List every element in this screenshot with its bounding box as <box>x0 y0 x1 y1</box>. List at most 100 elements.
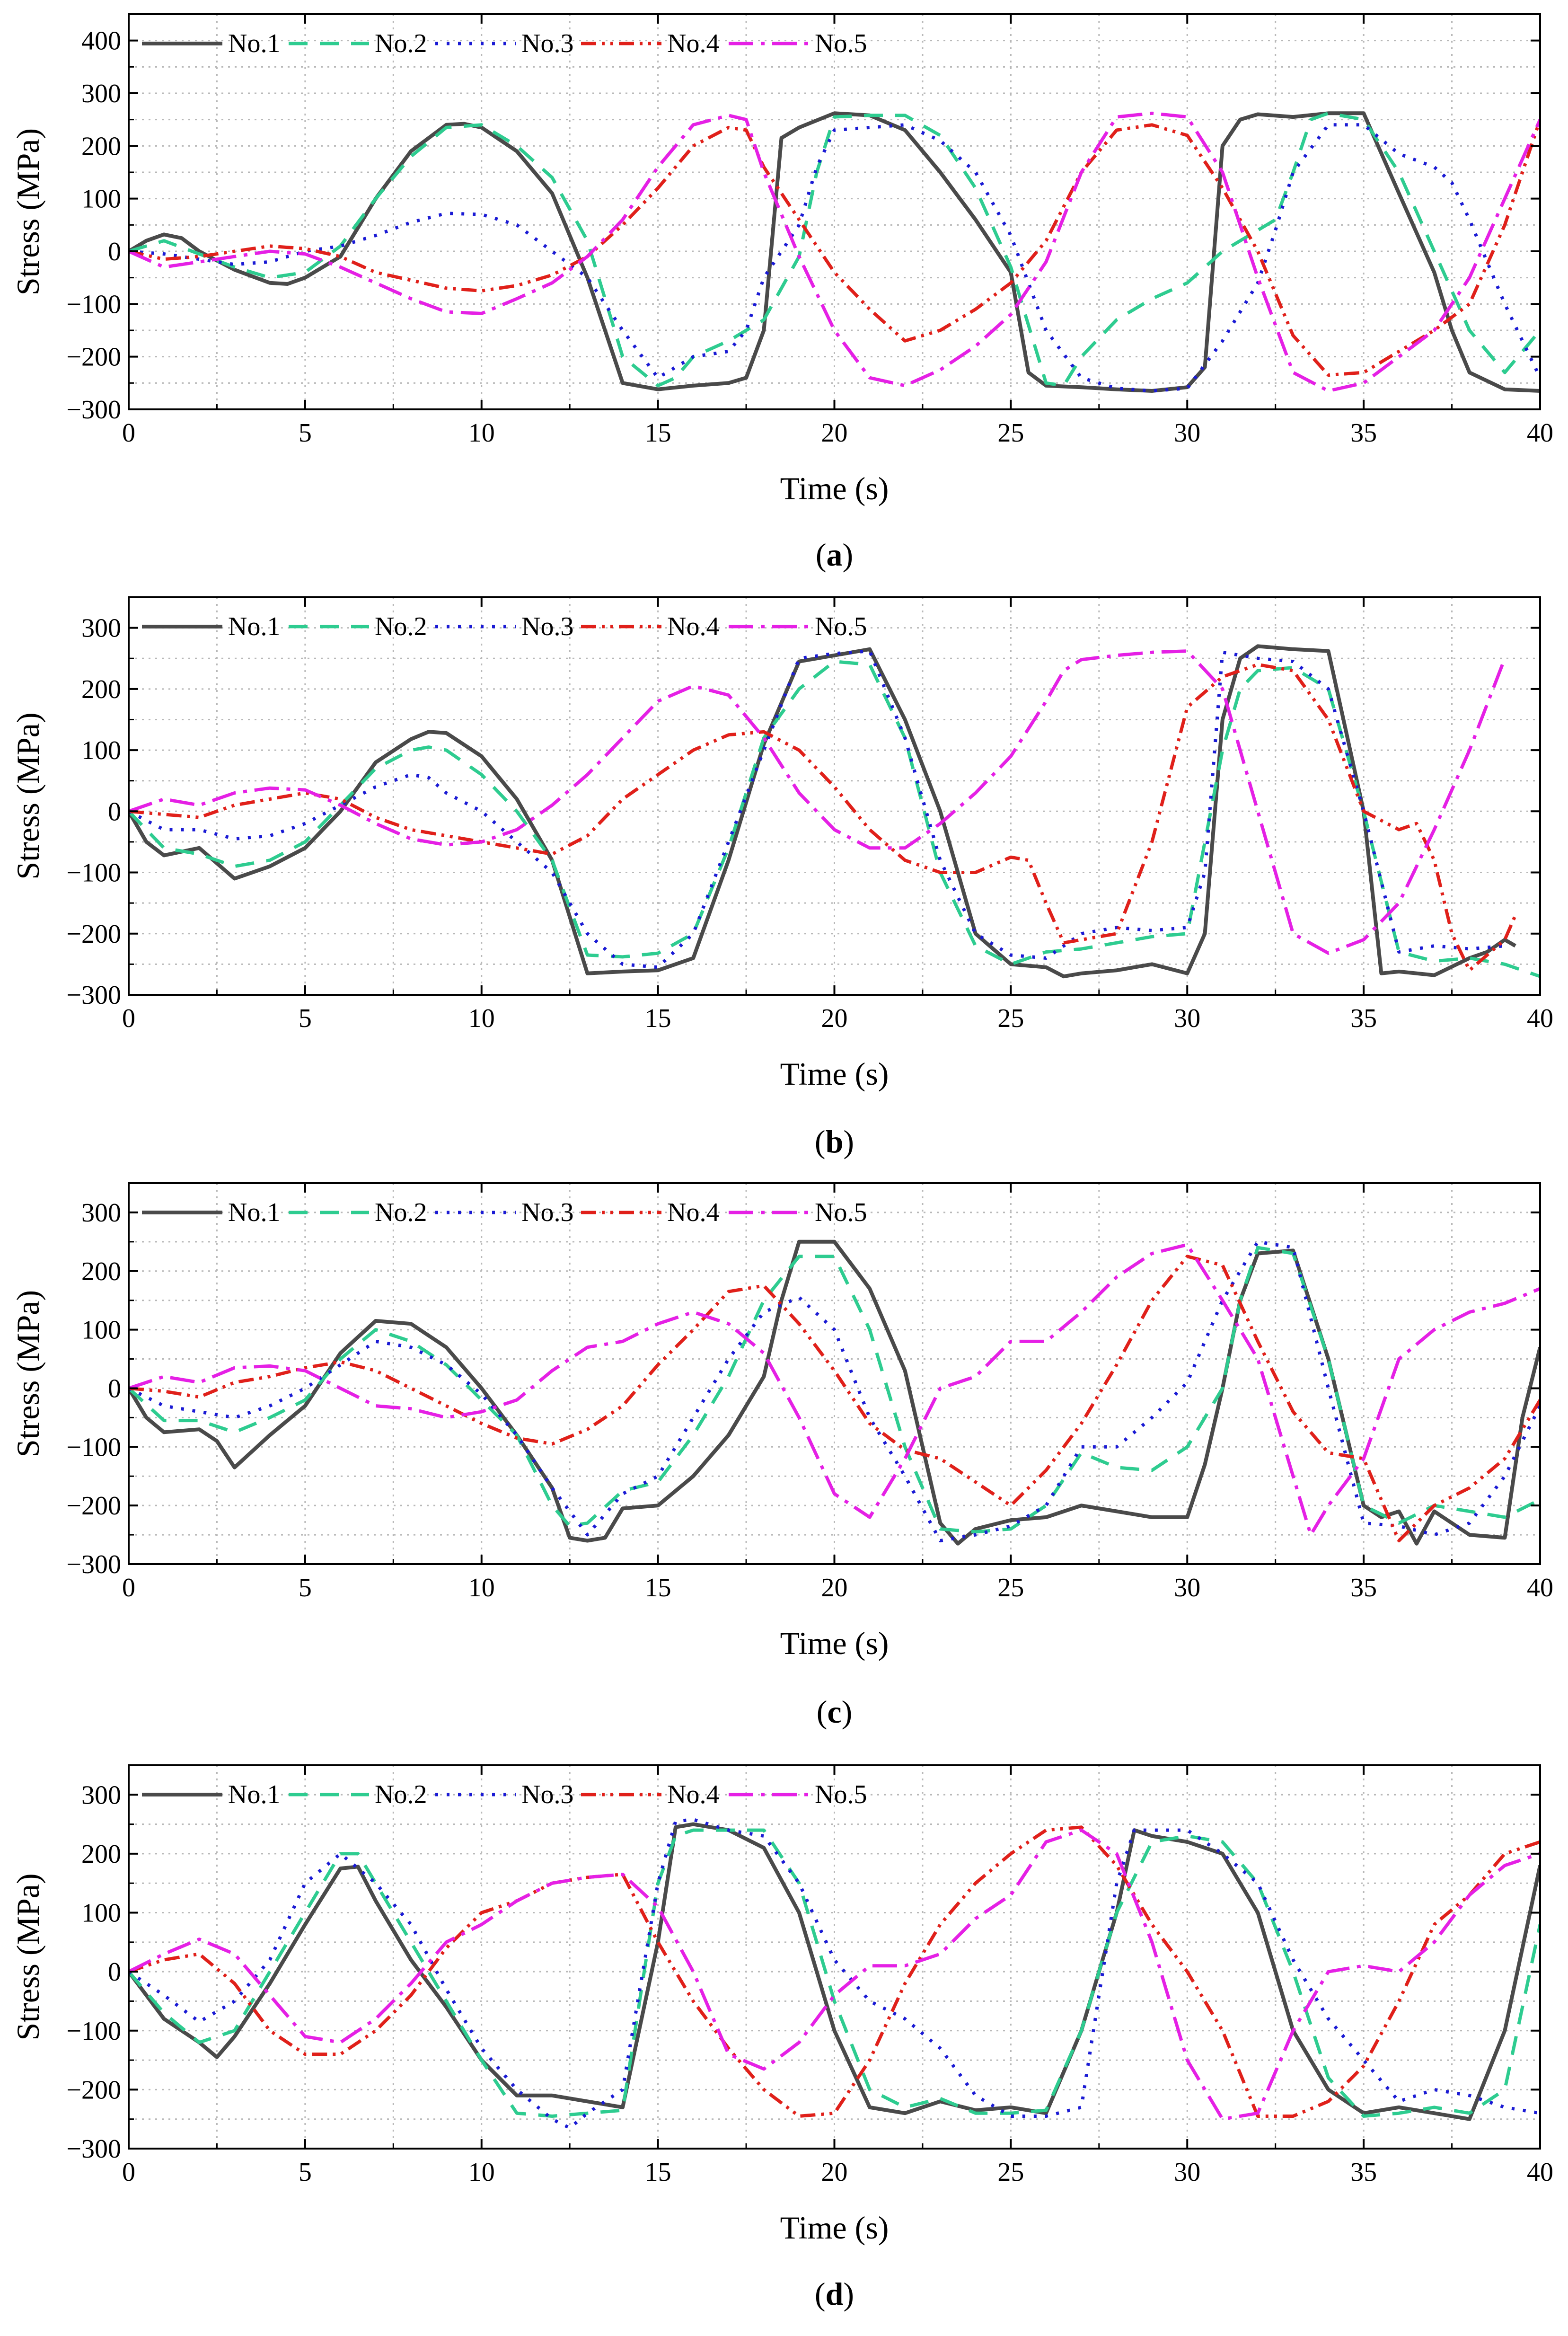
panel-label: (a) <box>816 537 853 573</box>
x-tick-label: 10 <box>468 1004 495 1033</box>
x-tick-label: 15 <box>645 1004 671 1033</box>
series-line-no1 <box>129 111 1540 393</box>
y-tick-label: 200 <box>81 675 121 704</box>
x-tick-label: 30 <box>1174 1004 1200 1033</box>
panel-label-letter: d <box>826 2276 844 2312</box>
panel-label-open: ( <box>815 2276 826 2312</box>
chart-panel-b: 0 5 10 15 20 25 30 35 40 −300 −200 −100 0 100 200 300 Ti… <box>10 596 1553 1159</box>
legend-label-no2: No.2 <box>375 1198 427 1227</box>
x-tick-label: 15 <box>645 1573 671 1602</box>
chart-panel-c: 0 5 10 15 20 25 30 35 40 −300 −200 −100 0 100 200 300 Ti… <box>10 1182 1553 1730</box>
legend-label-no1: No.1 <box>228 29 280 58</box>
y-tick-label: −300 <box>66 981 121 1010</box>
y-tick-label: −100 <box>66 858 121 888</box>
legend-label-no3: No.3 <box>521 1198 573 1227</box>
y-tick-label: 200 <box>81 1257 121 1286</box>
x-tick-label: 40 <box>1527 418 1553 448</box>
panel-label-letter: b <box>826 1124 844 1159</box>
x-tick-label: 20 <box>821 2158 848 2187</box>
panel-label-close: ) <box>842 1694 853 1730</box>
x-tick-label: 20 <box>821 1004 848 1033</box>
x-tick-label: 20 <box>821 418 848 448</box>
y-tick-label: −200 <box>66 1491 121 1521</box>
panel-label-letter: c <box>827 1694 841 1730</box>
y-tick-label: 0 <box>108 797 121 826</box>
x-tick-label: 40 <box>1527 2158 1553 2187</box>
x-tick-label: 15 <box>645 2158 671 2187</box>
chart-panel-d: 0 5 10 15 20 25 30 35 40 −300 −200 −100 0 100 200 300 Ti… <box>10 1764 1553 2312</box>
y-tick-label: 0 <box>108 237 121 266</box>
legend-label-no5: No.5 <box>815 29 867 58</box>
panel-label-open: ( <box>817 1694 828 1730</box>
legend-label-no4: No.4 <box>667 29 719 58</box>
y-tick-label: −100 <box>66 1433 121 1462</box>
series-line-no4 <box>129 1825 1540 2118</box>
legend-label-no5: No.5 <box>815 612 867 641</box>
x-tick-label: 35 <box>1350 418 1377 448</box>
legend-label-no4: No.4 <box>667 1198 719 1227</box>
x-tick-label: 25 <box>997 1004 1024 1033</box>
series-line-no4 <box>129 1255 1540 1542</box>
y-axis-title: Stress (MPa) <box>10 128 46 295</box>
plot-frame <box>128 13 1541 410</box>
series-line-no1 <box>129 644 1516 979</box>
panel-label-close: ) <box>843 537 854 573</box>
y-tick-label: 200 <box>81 132 121 161</box>
y-tick-label: 300 <box>81 1780 121 1810</box>
y-tick-label: 0 <box>108 1957 121 1987</box>
y-tick-label: 200 <box>81 1840 121 1869</box>
x-axis-title: Time (s) <box>780 2210 889 2246</box>
x-tick-label: 5 <box>299 1004 312 1033</box>
x-tick-label: 40 <box>1527 1573 1553 1602</box>
x-tick-label: 35 <box>1350 1004 1377 1033</box>
x-tick-label: 0 <box>122 418 135 448</box>
series-line-no1 <box>129 1822 1540 2121</box>
x-tick-label: 5 <box>299 2158 312 2187</box>
y-tick-label: −200 <box>66 343 121 372</box>
y-tick-label: −300 <box>66 1550 121 1579</box>
y-tick-label: −100 <box>66 290 121 319</box>
x-tick-label: 25 <box>997 418 1024 448</box>
legend-label-no3: No.3 <box>521 29 573 58</box>
x-tick-label: 25 <box>997 2158 1024 2187</box>
y-tick-label: −100 <box>66 2017 121 2046</box>
x-tick-label: 20 <box>821 1573 848 1602</box>
x-tick-label: 10 <box>468 2158 495 2187</box>
y-tick-label: −200 <box>66 2075 121 2105</box>
legend-label-no1: No.1 <box>228 1198 280 1227</box>
x-tick-label: 30 <box>1174 2158 1200 2187</box>
legend-label-no5: No.5 <box>815 1780 867 1809</box>
y-tick-label: −200 <box>66 920 121 949</box>
y-tick-label: 0 <box>108 1374 121 1403</box>
x-tick-label: 35 <box>1350 1573 1377 1602</box>
y-tick-label: 300 <box>81 1198 121 1228</box>
chart-panel-a: 0 5 10 15 20 25 30 35 40 −300 −200 −100 0 100 200 300 40… <box>10 13 1553 573</box>
y-tick-label: 400 <box>81 27 121 56</box>
series-line-no2 <box>129 1828 1540 2118</box>
x-tick-label: 0 <box>122 1573 135 1602</box>
panel-label-open: ( <box>816 537 827 573</box>
y-axis-title: Stress (MPa) <box>10 712 46 879</box>
x-tick-label: 35 <box>1350 2158 1377 2187</box>
x-tick-label: 30 <box>1174 418 1200 448</box>
legend-label-no2: No.2 <box>375 1780 427 1809</box>
x-tick-label: 0 <box>122 1004 135 1033</box>
series-line-no5 <box>129 1243 1540 1537</box>
series-line-no3 <box>129 1818 1540 2130</box>
x-axis-title: Time (s) <box>780 1056 889 1092</box>
y-tick-label: −300 <box>66 2134 121 2164</box>
x-tick-label: 25 <box>997 1573 1024 1602</box>
x-tick-label: 10 <box>468 418 495 448</box>
x-tick-label: 0 <box>122 2158 135 2187</box>
panel-label: (b) <box>815 1124 854 1159</box>
legend-label-no5: No.5 <box>815 1198 867 1227</box>
series-line-no1 <box>129 1239 1540 1546</box>
series-line-no2 <box>129 111 1540 388</box>
y-tick-label: 100 <box>81 1316 121 1345</box>
x-tick-label: 10 <box>468 1573 495 1602</box>
series-line-no5 <box>129 111 1540 393</box>
series-line-no5 <box>129 1828 1540 2121</box>
legend-label-no3: No.3 <box>521 612 573 641</box>
panel-label-close: ) <box>843 1124 854 1159</box>
